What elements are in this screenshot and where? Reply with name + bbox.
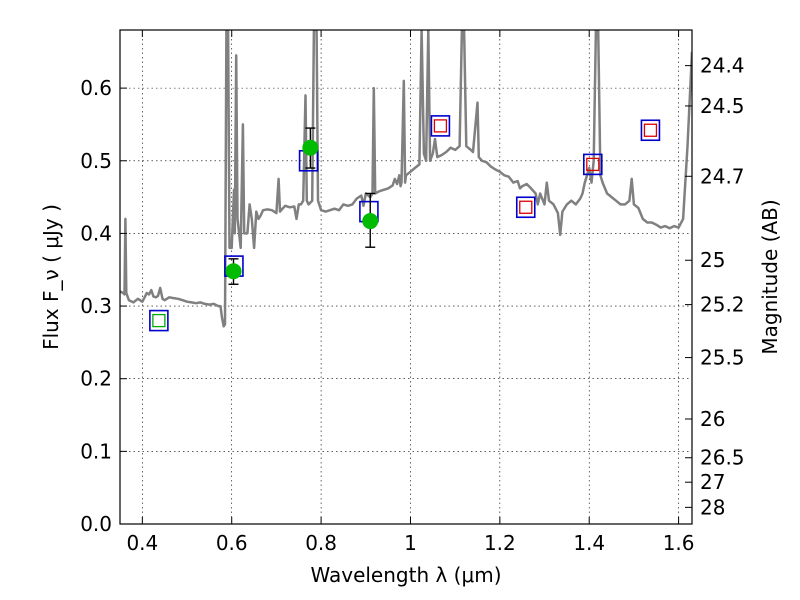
model-box-inner <box>586 157 600 172</box>
data-point <box>225 263 242 280</box>
spectrum-layer <box>120 30 692 328</box>
model-box-inner <box>433 119 448 133</box>
model-box-inner <box>643 123 658 137</box>
mag-tick-label: 27 <box>700 470 725 494</box>
y-tick-label: 0.4 <box>80 221 112 245</box>
data-point <box>362 213 379 230</box>
mag-tick-label: 25 <box>700 248 725 272</box>
x-tick-label: 1.4 <box>573 531 605 555</box>
x-tick-label: 1.6 <box>663 531 695 555</box>
y-tick-label: 0.2 <box>80 367 112 391</box>
mag-tick-label: 25.2 <box>700 293 745 317</box>
model-box <box>640 119 661 142</box>
model-box <box>582 153 603 176</box>
y-tick-label: 0.6 <box>80 76 112 100</box>
y-tick-label: 0.3 <box>80 294 112 318</box>
y-tick-label: 0.5 <box>80 149 112 173</box>
y-tick-label: 0.1 <box>80 439 112 463</box>
y-axis-right-label: Magnitude (AB) <box>758 199 782 354</box>
mag-tick-label: 24.4 <box>700 54 745 78</box>
x-tick-label: 1.2 <box>484 531 516 555</box>
mag-tick-label: 24.5 <box>700 94 745 118</box>
y-tick-label: 0.0 <box>80 512 112 536</box>
model-box <box>430 115 451 137</box>
plot-frame <box>119 29 693 525</box>
x-tick-label: 1 <box>404 531 417 555</box>
spectrum-line <box>120 30 692 328</box>
axis-ticks: 0.4 0.6 0.8 1 1.2 1.4 1.6 0.0 0.1 0.2 0.3 0.4 0.5 0.6… <box>80 30 745 555</box>
grid-lines <box>120 30 692 525</box>
data-point <box>302 139 319 156</box>
x-tick-label: 0.6 <box>216 531 248 555</box>
x-axis-label: Wavelength λ (μm) <box>310 563 501 587</box>
mag-tick-label: 25.5 <box>700 346 745 370</box>
y-axis-label: Flux F_ν ( μJy ) <box>39 204 63 350</box>
model-box <box>149 309 169 332</box>
mag-tick-label: 24.7 <box>700 164 745 188</box>
model-box-inner <box>519 200 533 214</box>
x-tick-label: 0.4 <box>126 531 158 555</box>
model-box <box>515 196 536 219</box>
mag-tick-label: 26.5 <box>700 446 745 470</box>
model-box-inner <box>152 313 166 328</box>
measured-points <box>225 127 379 285</box>
mag-tick-label: 26 <box>700 407 725 431</box>
x-tick-label: 0.8 <box>305 531 337 555</box>
mag-tick-label: 28 <box>700 495 725 519</box>
